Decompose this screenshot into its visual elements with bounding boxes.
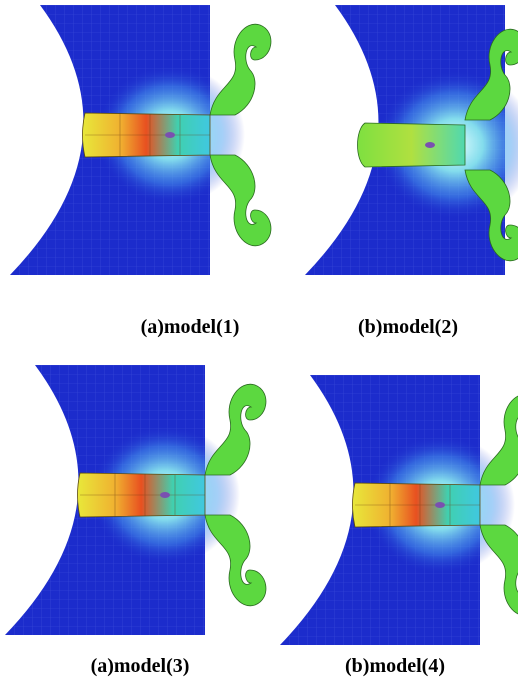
page: (a)model(1) (b)model(2) (a)model(3) (b)m… xyxy=(0,0,518,684)
fem-model-1 xyxy=(10,5,271,275)
caption: (a)model(1) xyxy=(141,316,240,338)
figure: (a)model(1) (b)model(2) (a)model(3) (b)m… xyxy=(0,0,518,684)
fem-model-4 xyxy=(280,375,518,645)
fem-model-2 xyxy=(305,5,518,275)
caption: (a)model(3) xyxy=(91,655,190,677)
caption: (b)model(2) xyxy=(358,316,458,338)
caption: (b)model(4) xyxy=(345,655,445,677)
fem-model-3 xyxy=(5,365,266,635)
